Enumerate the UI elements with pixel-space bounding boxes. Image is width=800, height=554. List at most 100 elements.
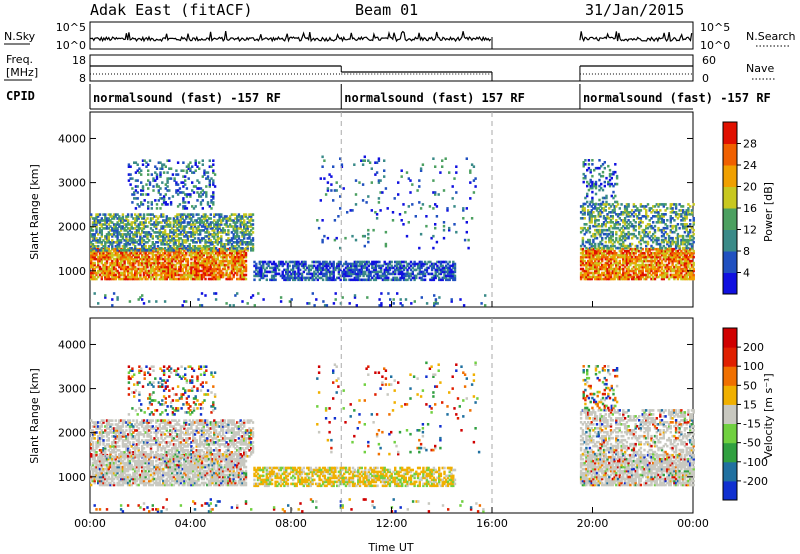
cell — [149, 217, 153, 220]
cell — [134, 161, 138, 164]
cell — [232, 219, 235, 222]
cell — [623, 261, 627, 265]
cell — [184, 179, 187, 182]
cell — [318, 264, 321, 268]
cell — [135, 215, 139, 218]
cell — [587, 263, 590, 267]
cell — [192, 231, 195, 234]
cell — [585, 223, 588, 226]
cell — [130, 273, 133, 277]
cell — [230, 257, 234, 261]
cell — [673, 259, 676, 263]
cell — [132, 259, 135, 263]
cell — [95, 225, 98, 228]
cell — [311, 278, 314, 282]
cell — [119, 233, 123, 236]
cell — [623, 273, 627, 277]
cell — [364, 278, 367, 282]
cell — [681, 238, 685, 242]
cell — [241, 229, 244, 232]
cell — [292, 278, 295, 282]
cell — [155, 275, 158, 279]
cell — [680, 223, 683, 226]
cell — [674, 203, 678, 206]
cell — [690, 209, 694, 212]
cell — [409, 264, 413, 268]
cell — [125, 275, 128, 279]
cell — [360, 260, 363, 264]
cell — [657, 247, 660, 251]
cell — [105, 249, 109, 252]
freq-trace — [90, 65, 693, 81]
cell — [165, 269, 168, 273]
cell — [659, 257, 662, 261]
cell — [620, 244, 623, 248]
cell — [674, 236, 678, 240]
cell — [218, 259, 221, 263]
cell — [630, 259, 634, 263]
cell — [676, 223, 680, 226]
cell — [585, 275, 588, 279]
cell — [625, 249, 629, 253]
cell — [221, 227, 225, 230]
cell — [156, 245, 160, 248]
cell — [383, 262, 386, 266]
cell — [199, 217, 202, 220]
cell — [683, 259, 687, 263]
cell — [190, 235, 193, 238]
cell — [680, 213, 683, 216]
cell — [683, 223, 687, 226]
cell — [434, 191, 437, 194]
cell — [177, 241, 181, 244]
cell — [167, 235, 170, 238]
cell — [177, 225, 181, 228]
cell — [666, 265, 669, 269]
cell — [204, 257, 207, 261]
cell — [112, 247, 116, 251]
cell — [669, 249, 672, 253]
cell — [625, 236, 629, 240]
cell — [653, 269, 657, 273]
cell — [409, 268, 413, 272]
cell — [160, 267, 163, 271]
cell — [123, 273, 126, 277]
cell — [206, 229, 209, 232]
cell — [157, 199, 160, 202]
cell — [678, 271, 681, 275]
cell — [218, 263, 221, 267]
cell — [156, 249, 160, 252]
cell — [206, 251, 209, 255]
cell — [611, 217, 614, 220]
cell — [594, 261, 597, 265]
cell — [690, 211, 694, 214]
cell — [451, 185, 454, 188]
cell — [321, 262, 325, 266]
cell — [141, 267, 144, 271]
cell — [146, 217, 149, 220]
cell — [641, 247, 644, 251]
cell — [208, 185, 211, 188]
cell — [436, 264, 439, 268]
cell — [250, 296, 253, 299]
cell — [652, 251, 655, 255]
cell — [199, 195, 203, 198]
cell — [211, 267, 214, 271]
cell — [237, 267, 241, 271]
cell — [587, 249, 590, 253]
cell — [397, 193, 400, 196]
cell — [650, 234, 653, 238]
cell — [170, 237, 174, 240]
cell — [629, 251, 632, 255]
cell — [587, 163, 591, 166]
cell — [156, 273, 160, 277]
cell — [689, 228, 692, 232]
cell — [620, 203, 623, 206]
cell — [638, 257, 641, 261]
cell — [453, 264, 457, 268]
cell — [290, 298, 293, 301]
cell — [272, 276, 276, 280]
cell — [671, 251, 674, 255]
cell — [687, 273, 690, 277]
cell — [362, 264, 365, 268]
cell — [357, 276, 360, 280]
